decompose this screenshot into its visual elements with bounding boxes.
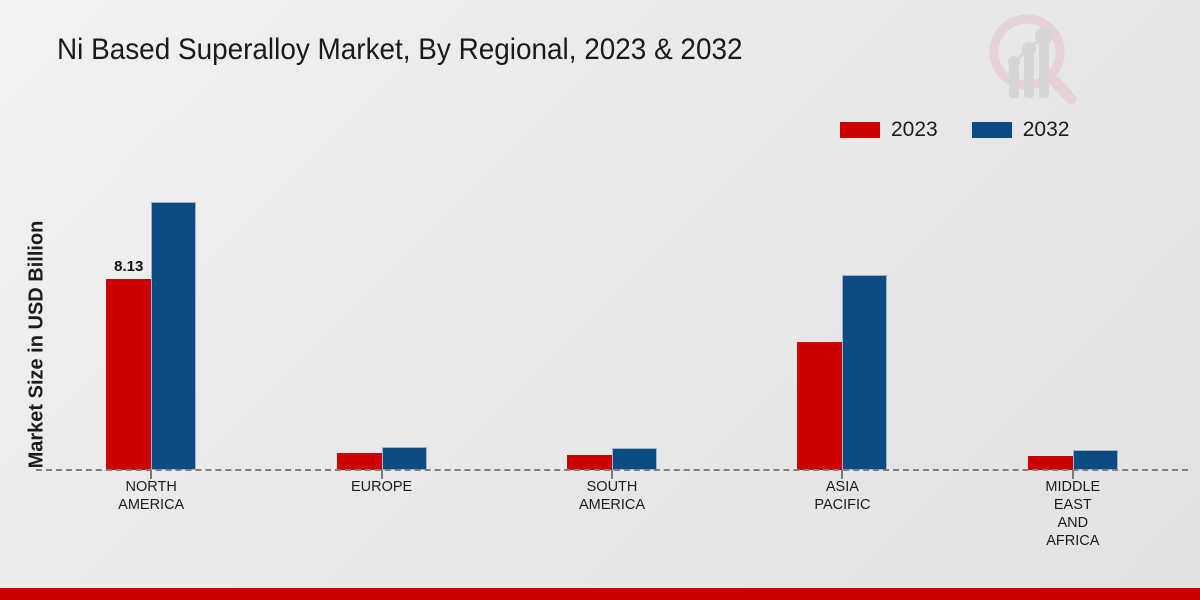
bar-pair: [797, 170, 888, 470]
legend-swatch-2032: [971, 121, 1012, 138]
chart-title: Ni Based Superalloy Market, By Regional,…: [57, 33, 743, 66]
chart-legend: 2023 2032: [840, 119, 1069, 140]
bar-2032[interactable]: [151, 202, 197, 470]
legend-item-2023[interactable]: 2023: [840, 119, 938, 140]
x-axis-category-label: NORTH AMERICA: [118, 479, 185, 513]
x-axis-tick: [150, 470, 153, 479]
x-axis-category-label: EUROPE: [350, 479, 413, 495]
bar-groups: 8.13: [36, 170, 1188, 479]
bar-2032[interactable]: [842, 274, 888, 470]
x-axis-tick: [380, 470, 383, 479]
bar-2023[interactable]: [567, 454, 613, 470]
legend-label-2023: 2023: [891, 118, 938, 141]
bar-pair: [1027, 170, 1118, 470]
x-axis-category-label: MIDDLE EAST AND AFRICA: [1045, 479, 1101, 549]
bar-pair: 8.13: [106, 170, 197, 470]
legend-swatch-2023: [840, 121, 880, 138]
x-axis-tick: [1071, 470, 1074, 479]
bar-pair: [567, 170, 658, 470]
bar-group: [958, 170, 1188, 479]
bottom-accent-strip: [0, 588, 1200, 600]
bar-2032[interactable]: [1072, 450, 1118, 470]
x-axis-baseline: [36, 469, 1188, 471]
x-axis-category-label: SOUTH AMERICA: [578, 479, 646, 513]
bar-2023[interactable]: [797, 342, 843, 470]
bar-2023[interactable]: 8.13: [106, 258, 152, 470]
bar-2023[interactable]: [336, 453, 382, 470]
bar-2032[interactable]: [612, 447, 658, 470]
x-axis-category-labels: NORTH AMERICA EUROPE SOUTH AMERICA ASIA PAC…: [36, 478, 1188, 550]
bar-group: [497, 170, 727, 479]
x-axis-tick: [611, 470, 614, 479]
bar-2032[interactable]: [381, 447, 427, 470]
legend-label-2032: 2032: [1022, 118, 1070, 141]
bar-group: 8.13: [36, 170, 266, 479]
legend-item-2032[interactable]: 2032: [971, 118, 1070, 141]
bar-value-label: 8.13: [114, 258, 144, 276]
magnifier-bar-chart-icon: [989, 14, 1077, 105]
bar-group: [727, 170, 957, 479]
x-axis-tick: [841, 470, 844, 479]
watermark-logo: [975, 8, 1085, 108]
bar-pair: [336, 170, 427, 470]
bar-2023[interactable]: [1027, 456, 1073, 470]
bar-group: [266, 170, 496, 479]
x-axis-category-label: ASIA PACIFIC: [814, 479, 871, 513]
